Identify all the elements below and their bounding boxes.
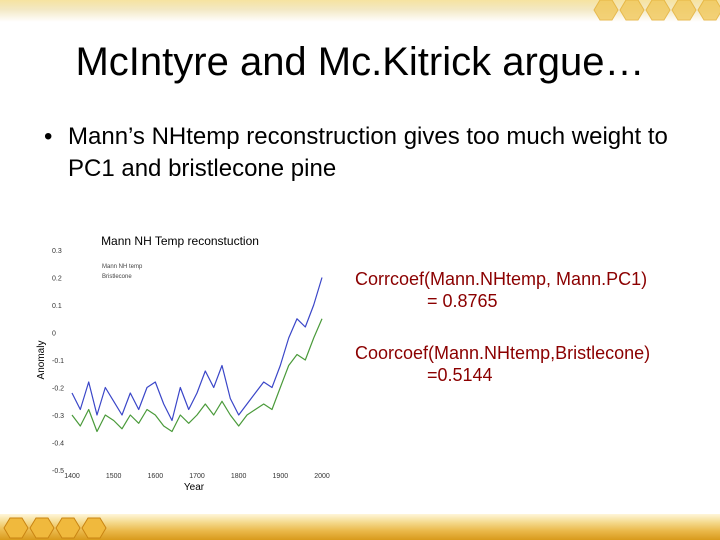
stat-block-pc1: Corrcoef(Mann.NHtemp, Mann.PC1) = 0.8765 [355,268,647,312]
plot-area [71,249,323,471]
stat-value: = 0.8765 [427,291,498,311]
chart-legend: Mann NH temp Bristlecone [102,264,143,280]
y-tick-label: -0.2 [52,386,64,393]
x-axis-label: Year [184,482,205,493]
y-tick-label: 0 [52,331,56,338]
x-tick-label: 1500 [106,473,122,480]
stat-label: Corrcoef(Mann.NHtemp, Mann.PC1) [355,269,648,289]
header-honey-band [0,0,720,22]
stat-block-bristlecone: Coorcoef(Mann.NHtemp,Bristlecone) =0.514… [355,342,650,386]
x-tick-label: 2000 [314,473,330,480]
series-line [71,277,323,422]
series-line [71,318,323,433]
legend-item: Mann NH temp [102,264,143,270]
x-axis-ticks: 1400 1500 1600 1700 1800 1900 2000 [64,473,330,480]
reconstruction-chart: Mann NH Temp reconstuction Mann NH temp … [36,234,330,493]
y-tick-label: -0.3 [52,413,64,420]
stat-value: =0.5144 [427,365,493,385]
legend-item: Bristlecone [102,274,132,280]
y-tick-label: 0.2 [52,276,62,283]
y-tick-label: -0.4 [52,441,64,448]
y-tick-label: -0.5 [52,468,64,475]
honeycomb-bottom-decoration [3,517,107,539]
y-tick-label: 0.3 [52,248,62,255]
x-tick-label: 1700 [189,473,205,480]
x-tick-label: 1600 [148,473,164,480]
footer-honey-band [0,514,720,540]
bullet-marker: • [44,123,53,150]
y-tick-label: -0.1 [52,358,64,365]
bullet-text: Mann’s NHtemp reconstruction gives too m… [68,123,668,182]
chart-title: Mann NH Temp reconstuction [101,234,259,248]
stat-label: Coorcoef(Mann.NHtemp,Bristlecone) [355,343,651,363]
y-tick-label: 0.1 [52,303,62,310]
honeycomb-top-decoration [593,0,720,21]
series-layer [71,277,323,433]
y-axis-label: Anomaly [36,341,47,380]
x-tick-label: 1400 [64,473,80,480]
x-tick-label: 1900 [273,473,289,480]
bullet-point: • Mann’s NHtemp reconstruction gives too… [44,121,684,185]
x-tick-label: 1800 [231,473,247,480]
y-axis-ticks: 0.3 0.2 0.1 0 -0.1 -0.2 -0.3 -0.4 -0.5 [52,248,64,475]
slide-title: McIntyre and Mc.Kitrick argue… [75,40,645,84]
